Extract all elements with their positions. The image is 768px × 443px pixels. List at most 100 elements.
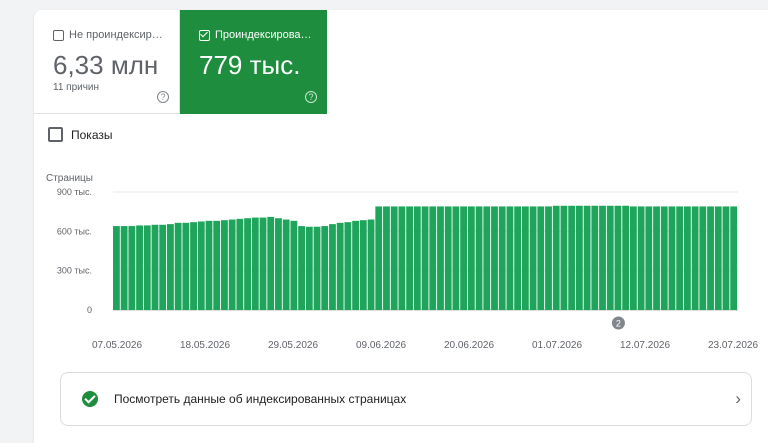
chart-bar <box>444 206 452 310</box>
chart-bar <box>683 206 691 310</box>
check-circle-icon <box>82 391 98 407</box>
chart-bar <box>437 206 444 310</box>
chart-bar <box>691 206 699 310</box>
chart-bar <box>282 219 290 310</box>
chart-bar <box>460 206 468 310</box>
index-coverage-card: Не проиндексир… 6,33 млн 11 причин ? Про… <box>34 10 768 443</box>
nonindexed-tile-header: Не проиндексир… <box>53 29 163 41</box>
chart-bar <box>629 206 637 310</box>
chart-bar <box>182 222 190 310</box>
view-indexed-pages-link[interactable]: Посмотреть данные об индексированных стр… <box>60 372 752 426</box>
chart-bar <box>344 222 352 310</box>
chart-bar <box>714 206 722 310</box>
chart-bar <box>583 205 591 310</box>
help-icon[interactable]: ? <box>157 91 169 103</box>
chart-bar <box>491 206 498 310</box>
chart-bar <box>514 206 522 310</box>
chart-bar <box>622 205 630 310</box>
annotation-marker <box>611 316 625 330</box>
y-tick-label: 900 тыс. <box>57 187 92 197</box>
chart-bar <box>645 206 653 310</box>
checkbox-unchecked-icon[interactable] <box>53 29 64 41</box>
chart-bar <box>321 226 329 310</box>
chart-bar <box>151 224 159 310</box>
chart-bar <box>159 224 167 310</box>
chart-bar <box>329 224 336 310</box>
indexed-value: 779 тыс. <box>199 50 301 80</box>
chart-bar <box>367 219 375 310</box>
chart-bar <box>259 217 267 310</box>
chart-bar <box>668 206 676 310</box>
nonindexed-tile[interactable]: Не проиндексир… 6,33 млн 11 причин ? <box>34 10 180 114</box>
chart-bar <box>383 206 390 310</box>
impressions-toggle[interactable]: Показы <box>48 127 112 142</box>
chart-bar <box>730 206 738 310</box>
chart-bar <box>637 206 645 310</box>
chart-bar <box>707 206 714 310</box>
chart-bar <box>614 205 622 310</box>
chart-bar <box>498 206 506 310</box>
chart-bar <box>521 206 529 310</box>
chart-bar <box>452 206 460 310</box>
indexed-tile[interactable]: Проиндексирова… 779 тыс. ? <box>180 10 327 114</box>
chart-bar <box>136 225 143 310</box>
chart-bar <box>483 206 491 310</box>
help-icon[interactable]: ? <box>305 91 317 103</box>
chart-bar <box>575 205 583 310</box>
chart-bar <box>568 205 576 310</box>
chart-bar <box>113 226 120 310</box>
chart-bar <box>313 226 321 310</box>
chart-bar <box>475 206 483 310</box>
chart-bar <box>174 222 182 310</box>
chart-bar <box>128 226 136 310</box>
nonindexed-label: Не проиндексир… <box>69 29 163 41</box>
chart-bar <box>197 221 205 310</box>
chart-bar <box>545 206 552 310</box>
chart-bar <box>143 225 151 310</box>
chart-bar <box>552 205 560 310</box>
x-tick-label: 07.05.2026 <box>92 340 142 351</box>
chart-bar <box>529 206 537 310</box>
checkbox-unchecked-icon[interactable] <box>48 127 63 142</box>
y-tick-label: 0 <box>87 305 92 315</box>
indexed-tile-header: Проиндексирова… <box>199 29 312 41</box>
chart-bar <box>699 206 707 310</box>
nonindexed-value: 6,33 млн <box>53 50 159 80</box>
x-tick-label: 23.07.2026 <box>708 340 758 351</box>
chart-bar <box>429 206 437 310</box>
chart-bar <box>236 218 244 310</box>
checkbox-checked-icon[interactable] <box>199 29 210 41</box>
chart-bar <box>275 218 282 310</box>
chart-bar <box>336 222 344 310</box>
chart-bar <box>221 220 228 310</box>
nonindexed-reasons: 11 причин <box>53 82 100 93</box>
chart-bar <box>390 206 398 310</box>
chart-bar <box>413 206 421 310</box>
chart-bar <box>676 206 684 310</box>
chart-bar <box>421 206 429 310</box>
indexed-pages-chart: Страницы 0 300 тыс. 600 тыс. 900 тыс. 07.05.2… <box>46 173 758 351</box>
chart-bar <box>606 205 614 310</box>
view-indexed-pages-label: Посмотреть данные об индексированных стр… <box>114 392 407 406</box>
y-tick-label: 300 тыс. <box>57 266 92 276</box>
chart-bar <box>267 216 275 310</box>
x-tick-label: 20.06.2026 <box>444 340 494 351</box>
chart-bar <box>467 206 475 310</box>
chart-bar <box>660 206 668 310</box>
x-tick-label: 01.07.2026 <box>532 340 582 351</box>
indexed-label: Проиндексирова… <box>215 29 312 41</box>
chart-bar <box>244 218 251 310</box>
chart-bar <box>298 226 306 310</box>
chevron-right-icon: › <box>735 389 741 408</box>
chart-bar <box>205 220 213 310</box>
chart-bar <box>375 206 383 310</box>
chart-bar <box>599 205 606 310</box>
chart-bar <box>591 205 599 310</box>
annotation-label: 2 <box>616 319 621 329</box>
y-tick-label: 600 тыс. <box>57 226 92 236</box>
chart-bar <box>167 224 174 310</box>
chart-bar <box>560 205 568 310</box>
chart-bar <box>120 226 128 310</box>
x-tick-label: 09.06.2026 <box>356 340 406 351</box>
chart-bar <box>190 222 197 310</box>
